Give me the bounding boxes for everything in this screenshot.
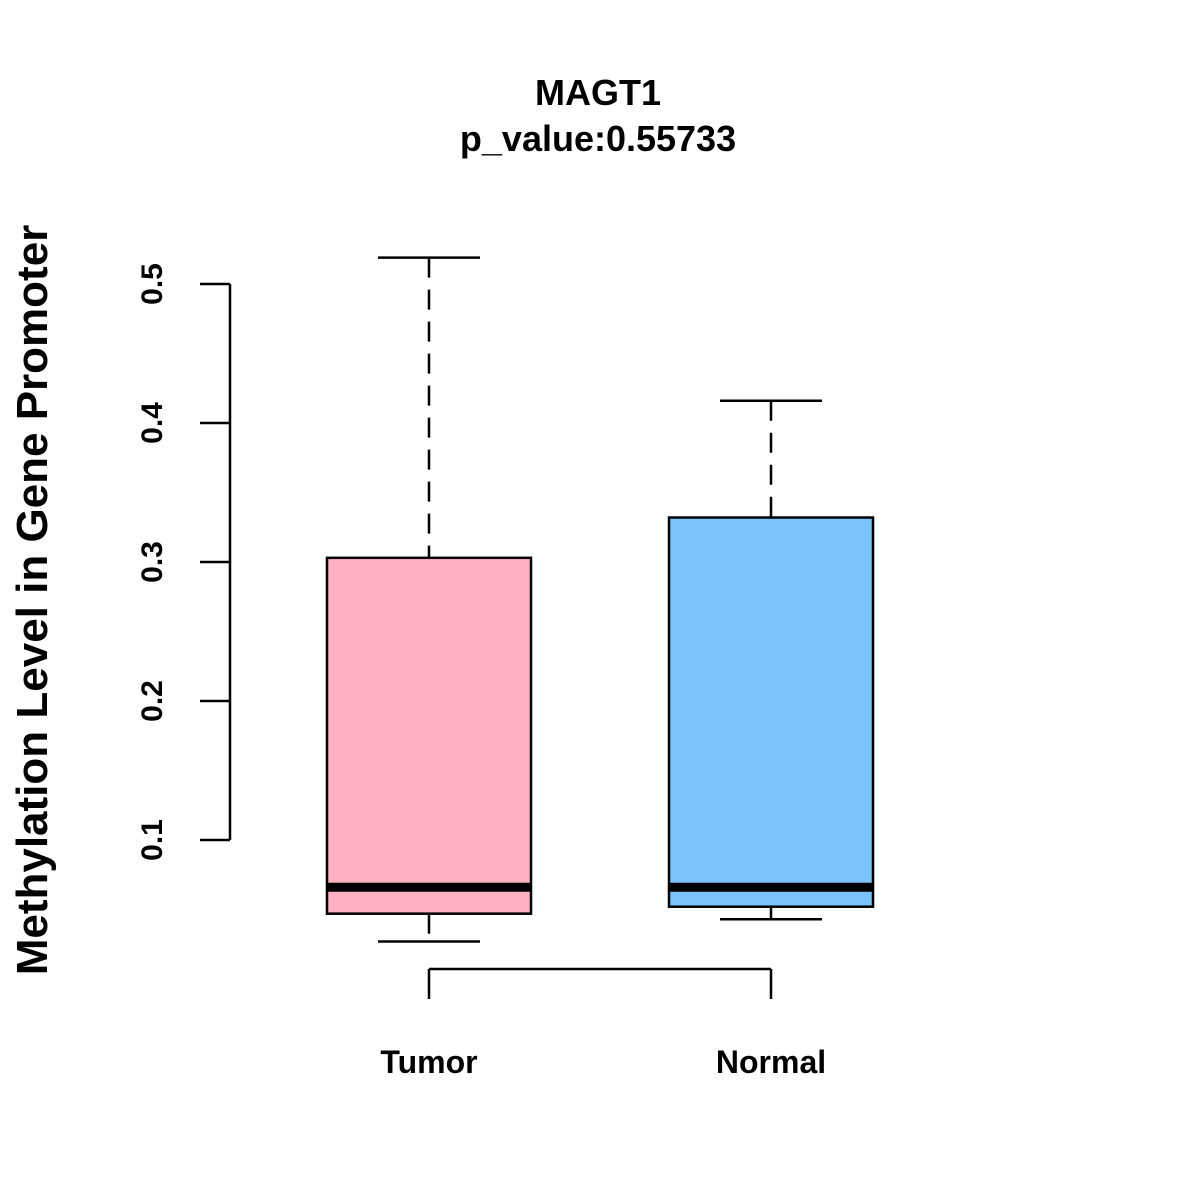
x-tick-label: Tumor xyxy=(380,1044,477,1080)
box-series xyxy=(325,256,875,943)
x-tick-label: Normal xyxy=(716,1044,826,1080)
box-normal xyxy=(667,399,875,921)
y-axis: 0.1 0.2 0.3 0.4 0.5 xyxy=(136,263,232,861)
chart-subtitle: p_value:0.55733 xyxy=(460,118,736,159)
y-axis-label: Methylation Level in Gene Promoter xyxy=(8,225,57,976)
x-axis: Tumor Normal xyxy=(380,967,826,1080)
box-tumor xyxy=(325,256,533,943)
box-rect xyxy=(667,516,875,908)
chart-title: MAGT1 xyxy=(535,72,661,113)
y-tick-label: 0.2 xyxy=(136,680,169,722)
y-tick-label: 0.3 xyxy=(136,541,169,583)
box-rect xyxy=(325,556,533,915)
y-tick-label: 0.1 xyxy=(136,819,169,861)
y-tick-label: 0.5 xyxy=(136,263,169,305)
y-tick-label: 0.4 xyxy=(136,402,169,444)
